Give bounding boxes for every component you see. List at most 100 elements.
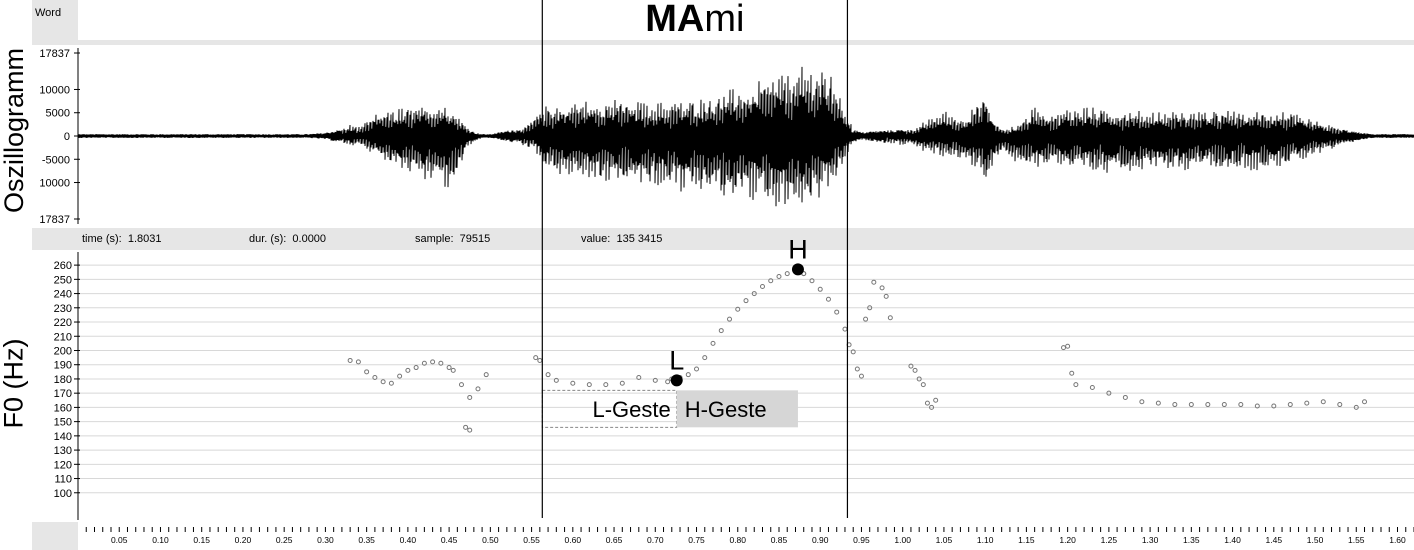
f0-point: [364, 369, 370, 375]
osc-y-tick-label: 10000: [39, 178, 70, 190]
time-ruler-label: 0.60: [565, 535, 582, 545]
f0-point: [636, 375, 642, 381]
time-ruler-label: 1.40: [1224, 535, 1241, 545]
gesture-label: H-Geste: [685, 397, 767, 422]
time-ruler-label: 0.75: [688, 535, 705, 545]
f0-point: [1155, 400, 1161, 406]
f0-point: [1254, 403, 1260, 409]
f0-point: [1337, 402, 1343, 408]
f0-point: [929, 404, 935, 410]
f0-point: [1172, 402, 1178, 408]
time-ruler-label: 1.35: [1183, 535, 1200, 545]
f0-point: [1205, 402, 1211, 408]
f0-point: [916, 376, 922, 382]
f0-point: [825, 296, 831, 302]
f0-point: [1065, 343, 1071, 349]
f0-point: [388, 380, 394, 386]
time-ruler-label: 1.55: [1348, 535, 1365, 545]
word-tier-bottom-band: [78, 40, 1414, 45]
f0-point: [1320, 399, 1326, 405]
f0-point: [842, 326, 848, 332]
f0-point: [1073, 382, 1079, 388]
time-ruler-label: 0.25: [276, 535, 293, 545]
f0-point: [450, 367, 456, 373]
tonal-target-label: H: [788, 234, 808, 264]
info-time: time (s): 1.8031: [82, 233, 162, 245]
f0-point: [603, 382, 609, 388]
word-tier-label-text: Word: [35, 7, 62, 19]
f0-point: [1238, 402, 1244, 408]
f0-point: [467, 427, 473, 433]
osc-y-tick-label: 5000: [46, 108, 70, 120]
time-ruler-label: 1.45: [1266, 535, 1283, 545]
f0-y-tick-label: 250: [54, 274, 72, 286]
f0-point: [817, 286, 823, 292]
f0-point: [854, 366, 860, 372]
f0-point: [850, 349, 856, 355]
info-duration: dur. (s): 0.0000: [249, 233, 327, 245]
time-ruler-label: 0.45: [441, 535, 458, 545]
time-ruler-label: 0.85: [771, 535, 788, 545]
time-ruler-label: 0.95: [853, 535, 870, 545]
f0-y-tick-label: 130: [54, 445, 72, 457]
f0-point: [1106, 390, 1112, 396]
f0-y-tick-label: 160: [54, 402, 72, 414]
time-ruler-label: 1.15: [1018, 535, 1035, 545]
f0-point: [1271, 403, 1277, 409]
time-ruler-label: 1.60: [1389, 535, 1406, 545]
time-ruler-label: 1.25: [1101, 535, 1118, 545]
f0-point: [718, 328, 724, 334]
info-value: value: 135 3415: [581, 233, 663, 245]
osc-y-tick-label: -5000: [42, 154, 70, 166]
f0-point: [1362, 399, 1368, 405]
f0-point: [1304, 400, 1310, 406]
f0-point: [545, 372, 551, 378]
gesture-box-h: [676, 390, 798, 428]
f0-point: [467, 394, 473, 400]
f0-y-tick-label: 210: [54, 331, 72, 343]
f0-point: [809, 278, 815, 284]
time-ruler-label: 0.70: [647, 535, 664, 545]
time-ruler-label: 0.35: [358, 535, 375, 545]
f0-point: [537, 357, 543, 363]
f0-point: [694, 366, 700, 372]
tonal-target-h[interactable]: [791, 263, 804, 276]
time-ruler-label: 0.65: [606, 535, 623, 545]
f0-point: [933, 397, 939, 403]
f0-point: [1188, 402, 1194, 408]
f0-point: [924, 400, 930, 406]
time-ruler-label: 0.90: [812, 535, 829, 545]
f0-y-tick-label: 260: [54, 260, 72, 272]
osc-y-tick-label: 17837: [39, 214, 70, 226]
osc-y-tick-label: 0: [64, 131, 70, 143]
tonal-target-l[interactable]: [670, 374, 683, 387]
word-tier-bottom-tab: [32, 40, 78, 45]
f0-y-tick-label: 230: [54, 303, 72, 315]
f0-point: [347, 357, 353, 363]
tonal-target-label: L: [669, 345, 684, 375]
f0-point: [1287, 402, 1293, 408]
word-tier-label: Word: [32, 0, 78, 40]
f0-point: [879, 285, 885, 291]
f0-point: [570, 380, 576, 386]
f0-point: [1221, 402, 1227, 408]
f0-y-tick-label: 220: [54, 317, 72, 329]
word-label[interactable]: MAmi: [645, 0, 744, 41]
f0-point: [619, 380, 625, 386]
f0-point: [685, 372, 691, 378]
f0-point: [1061, 345, 1067, 351]
f0-point: [397, 373, 403, 379]
f0-y-tick-label: 240: [54, 289, 72, 301]
f0-point: [912, 367, 918, 373]
f0-y-tick-label: 110: [54, 474, 72, 486]
time-ruler-label: 0.05: [111, 535, 128, 545]
f0-point: [1069, 370, 1075, 376]
f0-y-tick-label: 190: [54, 360, 72, 372]
f0-point: [380, 379, 386, 385]
f0-point: [867, 305, 873, 311]
f0-point: [751, 291, 757, 297]
time-ruler-label: 0.30: [317, 535, 334, 545]
osc-y-tick-label: 17837: [39, 48, 70, 60]
f0-point: [784, 271, 790, 277]
